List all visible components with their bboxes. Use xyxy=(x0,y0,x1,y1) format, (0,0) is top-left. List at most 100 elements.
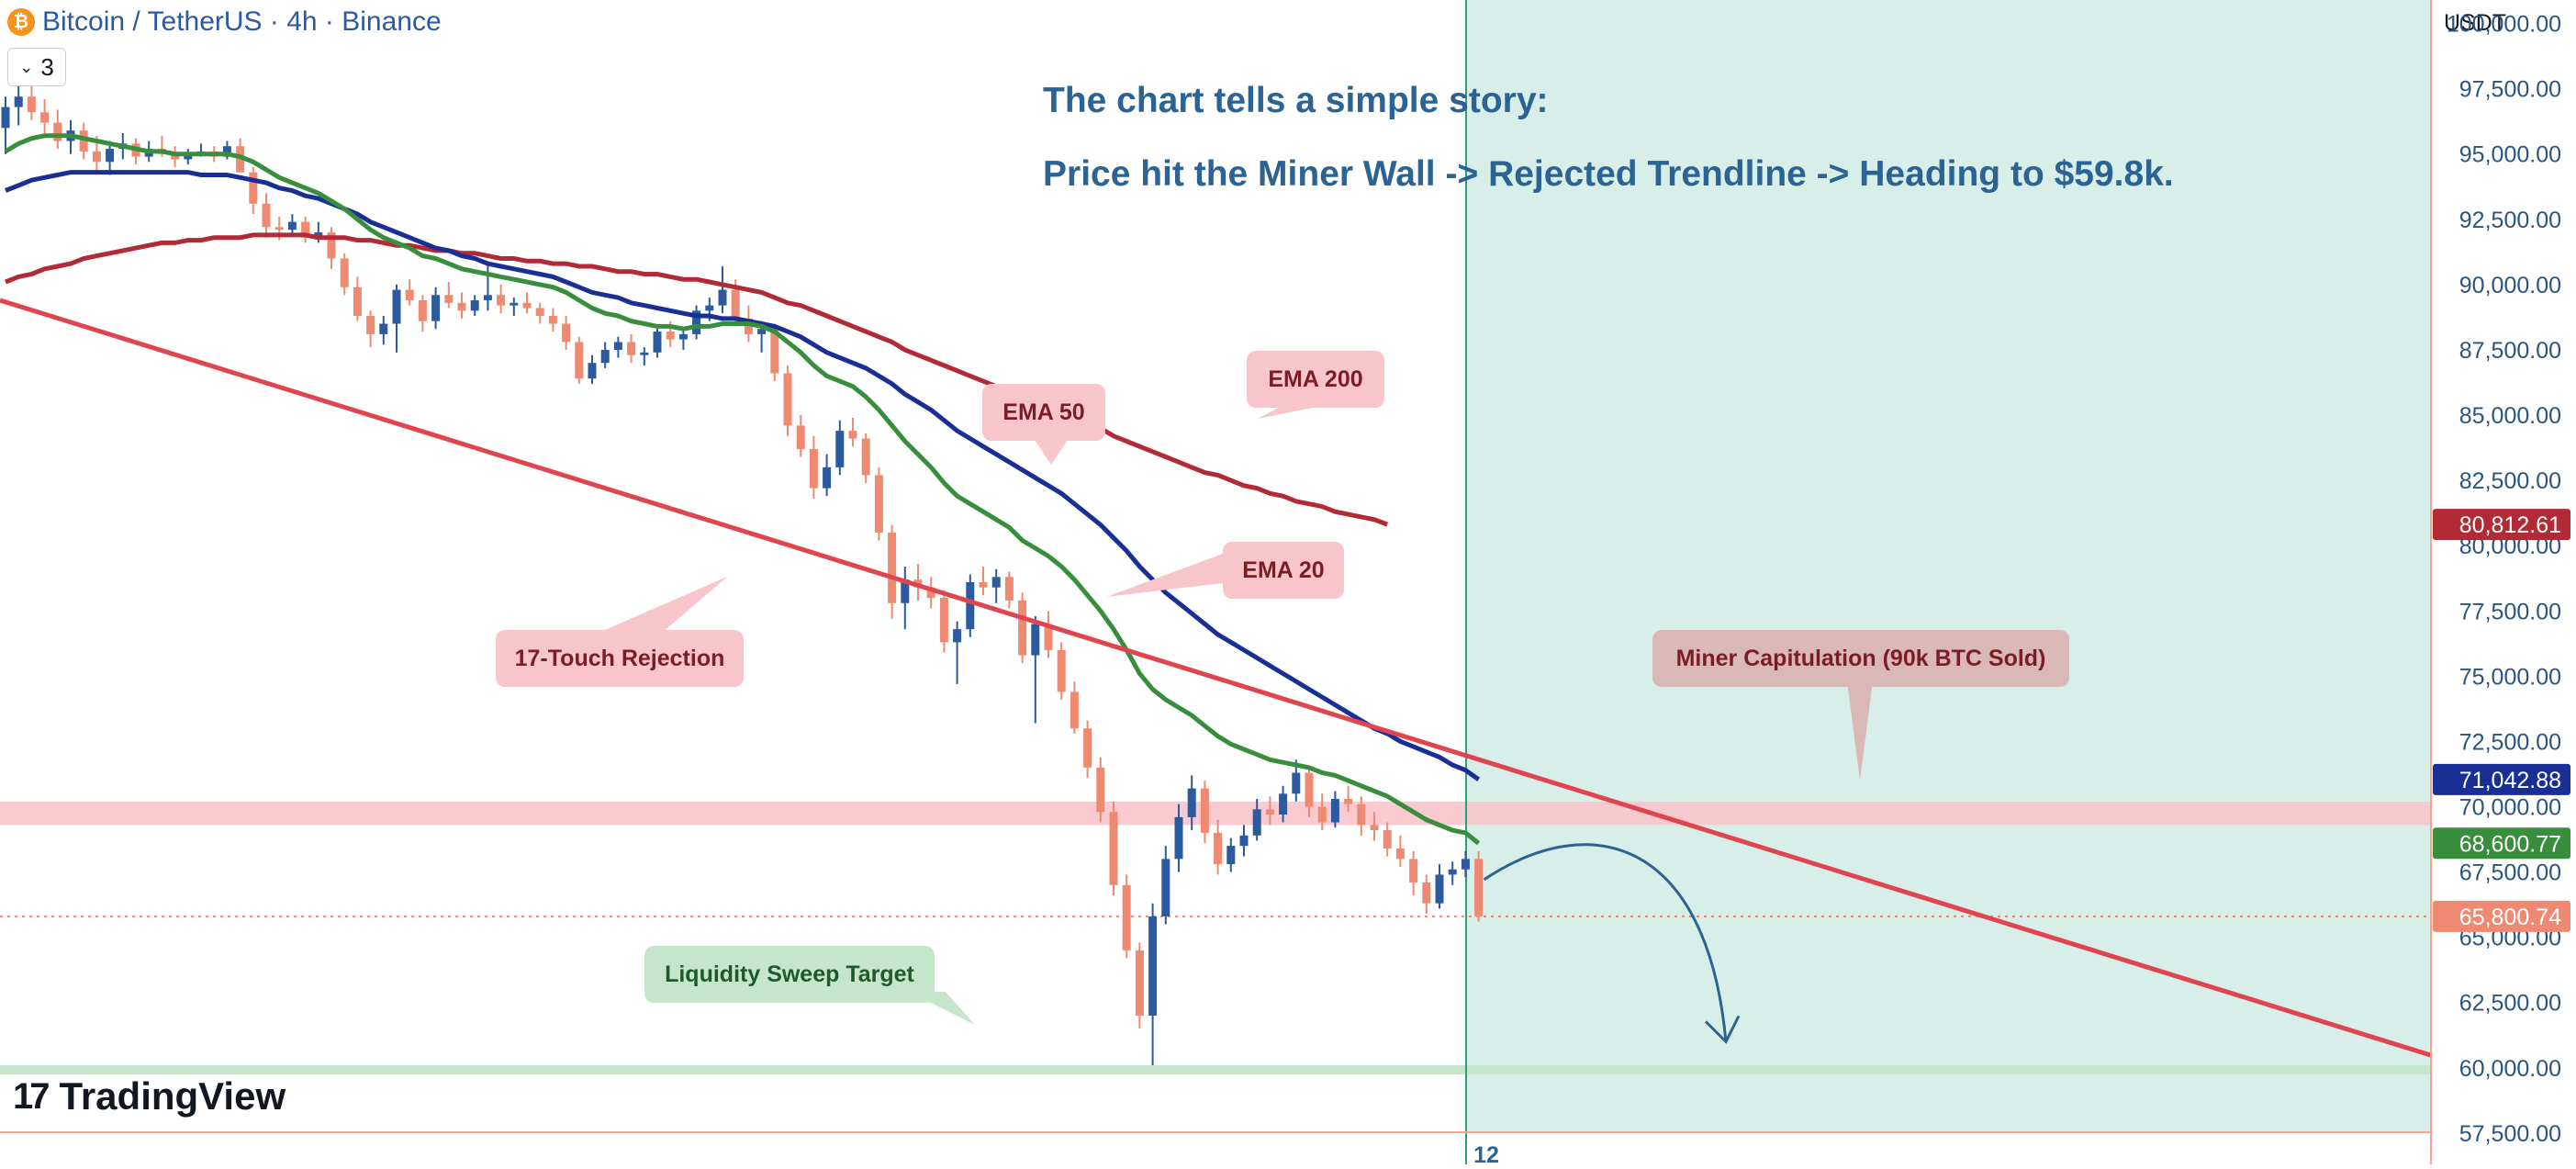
ema50-callout[interactable]: EMA 50 xyxy=(982,384,1105,465)
candle-body xyxy=(106,149,115,163)
candle-body xyxy=(1083,728,1092,768)
price-badge xyxy=(2433,900,2570,932)
candle-body xyxy=(1057,649,1066,692)
liquidity-callout[interactable]: Liquidity Sweep Target xyxy=(644,946,975,1025)
candle-body xyxy=(379,323,388,334)
y-tick-label: 92,500.00 xyxy=(2459,208,2561,233)
candle-body xyxy=(653,332,662,353)
candle-body xyxy=(353,287,362,317)
candle-body xyxy=(535,308,544,317)
candle-body xyxy=(431,295,441,321)
candle-body xyxy=(588,363,597,379)
y-tick-label: 97,500.00 xyxy=(2459,77,2561,103)
projection-arrowhead xyxy=(1704,1015,1741,1044)
candle-body xyxy=(1004,577,1014,601)
indicators-count: 3 xyxy=(40,52,54,81)
candle-body xyxy=(301,221,310,238)
ema50-line xyxy=(5,170,1481,781)
candle-body xyxy=(1279,793,1288,815)
candle-body xyxy=(1317,806,1327,823)
candle-body xyxy=(966,582,975,630)
miner-callout[interactable]: Miner Capitulation (90k BTC Sold) xyxy=(1652,630,2069,781)
candle-body xyxy=(1461,859,1470,870)
candle-body xyxy=(14,96,23,107)
rejection-callout[interactable]: 17-Touch Rejection xyxy=(496,577,744,687)
candle-body xyxy=(1031,624,1040,656)
candle-body xyxy=(783,373,792,426)
candle-body xyxy=(575,342,584,379)
candle-body xyxy=(1305,772,1314,807)
candle-body xyxy=(991,577,1001,588)
candle-body xyxy=(40,112,50,123)
indicators-toggle-button[interactable]: ⌄ 3 xyxy=(7,48,66,86)
candle-body xyxy=(262,203,271,228)
candle-body xyxy=(692,310,701,334)
miner-wall-zone xyxy=(0,801,2431,826)
candle-body xyxy=(1474,859,1484,916)
candle-body xyxy=(1214,832,1223,865)
candle-body xyxy=(640,352,649,355)
candle-body xyxy=(1265,809,1274,815)
candle-body xyxy=(222,146,231,157)
candle-body xyxy=(1383,830,1392,849)
candle-body xyxy=(627,342,636,355)
candle-body xyxy=(1448,869,1457,875)
y-tick-label: 72,500.00 xyxy=(2459,729,2561,755)
candle-body xyxy=(171,153,180,160)
candle-body xyxy=(79,130,88,152)
y-tick-label: 62,500.00 xyxy=(2459,991,2561,1017)
candle-body xyxy=(497,295,506,306)
ema200-line xyxy=(5,232,1389,527)
candle-body xyxy=(1070,691,1079,729)
liquidity-sweep-zone xyxy=(0,1064,2431,1074)
candle-body xyxy=(1018,600,1027,656)
candle-body xyxy=(1174,816,1183,860)
candle-body xyxy=(613,342,622,350)
price-axis[interactable] xyxy=(2431,0,2576,1164)
projection-area xyxy=(1466,0,2431,1132)
candle-body xyxy=(861,438,870,476)
candle-body xyxy=(287,221,297,230)
price-badge-label: 65,800.74 xyxy=(2459,905,2561,930)
candle-body xyxy=(418,299,427,321)
candle-body xyxy=(1161,859,1170,916)
ema200-callout-label: EMA 200 xyxy=(1268,366,1362,392)
candle-body xyxy=(1435,874,1444,904)
price-axis-unit: USDT xyxy=(2444,10,2506,36)
candle-body xyxy=(757,329,767,334)
candle-body xyxy=(770,329,779,374)
y-tick-label: 85,000.00 xyxy=(2459,403,2561,429)
candle-body xyxy=(809,449,818,489)
candle-body xyxy=(939,598,948,643)
candle-body xyxy=(510,302,519,306)
bitcoin-icon: ₿ xyxy=(7,8,35,36)
candle-body xyxy=(1135,950,1144,1016)
candle-body xyxy=(1096,767,1105,813)
candle-body xyxy=(744,318,753,334)
price-badge xyxy=(2433,509,2570,541)
candle-body xyxy=(457,302,466,311)
tradingview-logo[interactable]: 17 TradingView xyxy=(13,1074,286,1118)
candle-body xyxy=(483,295,492,300)
candle-body xyxy=(548,316,557,324)
story-line-1: The chart tells a simple story: xyxy=(1043,81,1549,120)
candle-body xyxy=(705,305,714,311)
ema20-callout[interactable]: EMA 20 xyxy=(1106,542,1344,599)
candle-body xyxy=(392,289,401,324)
ema200-callout[interactable]: EMA 200 xyxy=(1247,351,1384,419)
candle-body xyxy=(236,146,245,173)
candle-body xyxy=(718,289,727,306)
y-tick-label: 87,500.00 xyxy=(2459,338,2561,364)
candle-body xyxy=(366,316,375,334)
candle-body xyxy=(92,151,101,163)
tradingview-logo-name: TradingView xyxy=(59,1074,286,1118)
candle-body xyxy=(249,172,258,204)
price-badge xyxy=(2433,763,2570,795)
y-tick-label: 77,500.00 xyxy=(2459,599,2561,624)
candle-body xyxy=(874,475,883,533)
symbol-header[interactable]: ₿ Bitcoin / TetherUS · 4h · Binance xyxy=(7,4,442,40)
candle-body xyxy=(184,153,193,160)
liquidity-callout-label: Liquidity Sweep Target xyxy=(665,961,914,987)
candle-body xyxy=(405,289,414,300)
